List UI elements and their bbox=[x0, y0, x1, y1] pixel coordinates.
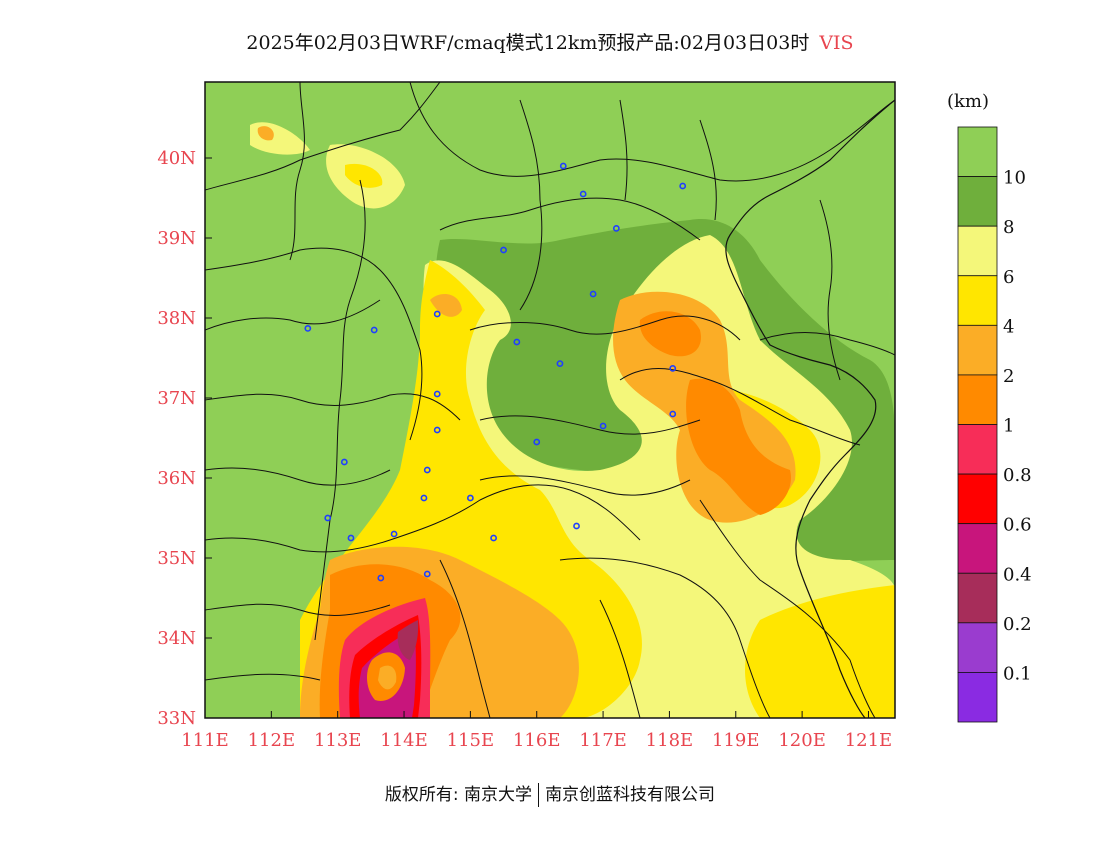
y-tick-label: 37N bbox=[157, 388, 196, 409]
x-tick-label: 115E bbox=[447, 730, 495, 751]
x-tick-label: 116E bbox=[513, 730, 561, 751]
x-tick-label: 119E bbox=[712, 730, 760, 751]
city-marker bbox=[513, 338, 521, 346]
city-marker bbox=[559, 162, 567, 170]
coastline bbox=[725, 99, 895, 718]
legend-swatch bbox=[957, 225, 998, 277]
city-marker bbox=[500, 246, 507, 254]
legend-label: 0.1 bbox=[1003, 663, 1032, 684]
x-tick-label: 112E bbox=[248, 730, 296, 751]
legend-label: 0.2 bbox=[1003, 614, 1032, 635]
y-tick-label: 33N bbox=[157, 708, 196, 729]
city-marker bbox=[423, 570, 431, 578]
y-tick-label: 36N bbox=[157, 468, 196, 489]
city-marker bbox=[669, 410, 677, 418]
legend-label: 8 bbox=[1003, 217, 1014, 238]
city-marker bbox=[324, 514, 332, 522]
city-marker bbox=[347, 534, 355, 542]
city-marker bbox=[669, 364, 677, 372]
legend-swatch bbox=[957, 473, 998, 525]
city-marker bbox=[433, 390, 441, 398]
x-tick-label: 117E bbox=[579, 730, 627, 751]
legend-label: 4 bbox=[1003, 316, 1014, 337]
city-marker bbox=[370, 326, 378, 334]
footer-separator bbox=[538, 783, 540, 807]
copyright-company: 南京创蓝科技有限公司 bbox=[545, 785, 716, 805]
forecast-field bbox=[205, 82, 895, 718]
legend-swatch bbox=[957, 176, 998, 227]
city-marker bbox=[533, 438, 541, 446]
x-tick-label: 121E bbox=[845, 730, 893, 751]
y-tick-label: 38N bbox=[157, 308, 196, 329]
x-tick-label: 114E bbox=[380, 730, 428, 751]
city-marker bbox=[433, 310, 441, 318]
city-marker bbox=[433, 426, 441, 434]
x-tick-label: 113E bbox=[314, 730, 362, 751]
city-marker bbox=[304, 324, 312, 332]
legend-swatch bbox=[957, 572, 998, 624]
field-north-haze-core bbox=[345, 163, 383, 188]
legend-swatch bbox=[957, 126, 998, 177]
city-marker bbox=[390, 530, 398, 538]
color-legend: (km) 10 8 6 4 2 1 0.8 0.6 0.4 0.2 0.1 bbox=[947, 91, 1032, 723]
legend-label: 2 bbox=[1003, 366, 1014, 387]
map-title: 2025年02月03日WRF/cmaq模式12km预报产品:02月03日03时 V… bbox=[0, 28, 1100, 55]
legend-label: 6 bbox=[1003, 267, 1014, 288]
copyright-footer: 版权所有: 南京大学 南京创蓝科技有限公司 bbox=[0, 780, 1100, 807]
legend-label: 1 bbox=[1003, 416, 1014, 437]
x-tick-label: 118E bbox=[646, 730, 694, 751]
city-marker bbox=[556, 360, 564, 367]
x-tick-label: 111E bbox=[181, 730, 229, 751]
field-band-1-2 bbox=[319, 311, 791, 718]
city-marker bbox=[589, 290, 597, 298]
city-marker bbox=[612, 224, 620, 232]
legend-swatch bbox=[957, 523, 998, 574]
legend-label: 0.4 bbox=[1003, 564, 1032, 585]
field-clear-pocket-core bbox=[378, 665, 397, 690]
city-marker bbox=[579, 190, 587, 198]
y-tick-label: 34N bbox=[157, 628, 196, 649]
city-marker bbox=[573, 522, 580, 530]
legend-swatch bbox=[957, 275, 998, 326]
city-markers bbox=[304, 162, 687, 582]
title-main: 2025年02月03日WRF/cmaq模式12km预报产品:02月03日03时 bbox=[246, 32, 810, 54]
title-variable: VIS bbox=[819, 32, 854, 54]
city-marker bbox=[377, 574, 385, 582]
legend-label: 0.8 bbox=[1003, 465, 1032, 486]
legend-unit: (km) bbox=[947, 91, 989, 112]
city-marker bbox=[340, 458, 348, 466]
copyright-owner: 版权所有: 南京大学 bbox=[384, 785, 533, 805]
city-marker bbox=[420, 494, 428, 502]
legend-swatch bbox=[957, 424, 998, 475]
field-north-orange bbox=[257, 126, 274, 141]
axis-ticks: 111E 112E 113E 114E 115E 116E 117E 118E 119E 120E… bbox=[157, 148, 892, 751]
city-marker bbox=[490, 534, 498, 542]
city-marker bbox=[466, 494, 474, 502]
field-band-02-04 bbox=[397, 620, 419, 660]
y-tick-label: 40N bbox=[157, 148, 196, 169]
city-marker bbox=[423, 466, 431, 474]
legend-label: 10 bbox=[1003, 168, 1026, 189]
plot-frame bbox=[204, 81, 896, 719]
legend-swatch bbox=[957, 374, 998, 425]
x-tick-label: 120E bbox=[778, 730, 826, 751]
legend-swatch bbox=[957, 622, 998, 673]
y-tick-label: 39N bbox=[157, 228, 196, 249]
y-tick-label: 35N bbox=[157, 548, 196, 569]
admin-boundaries bbox=[205, 82, 895, 718]
legend-swatch bbox=[957, 324, 998, 376]
city-marker bbox=[599, 422, 607, 430]
legend-swatch bbox=[957, 672, 998, 723]
city-marker bbox=[679, 182, 687, 190]
legend-label: 0.6 bbox=[1003, 515, 1032, 536]
